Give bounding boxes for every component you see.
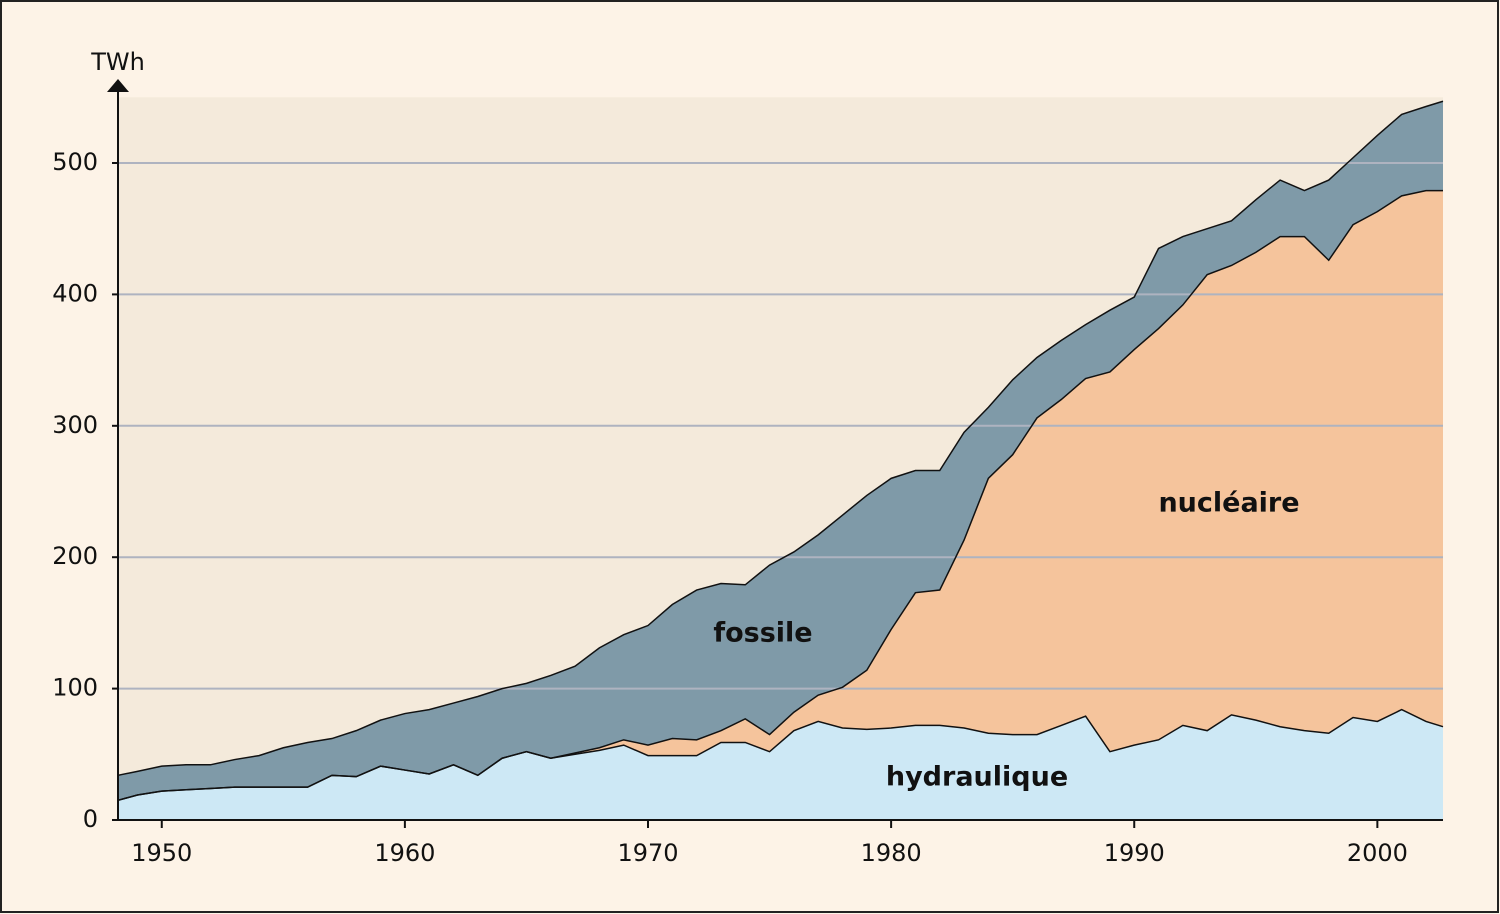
y-tick-label: 0 (83, 805, 98, 833)
y-tick-label: 100 (52, 674, 98, 702)
series-label: hydraulique (886, 762, 1068, 793)
area (118, 190, 1443, 801)
x-tick-label: 1980 (861, 839, 922, 867)
y-tick-label: 300 (52, 411, 98, 439)
y-axis-arrow (107, 79, 129, 92)
x-tick-label: 1990 (1104, 839, 1165, 867)
x-tick-label: 2000 (1347, 839, 1408, 867)
y-tick-label: 400 (52, 279, 98, 307)
x-tick-label: 1970 (617, 839, 678, 867)
area-edge (117, 189, 1443, 802)
x-tick-label: 1960 (374, 839, 435, 867)
area-edge (117, 100, 1444, 777)
x-tick-label: 1950 (131, 839, 192, 867)
y-axis-label: TWh (90, 48, 145, 76)
series-label: fossile (713, 618, 812, 649)
area (118, 709, 1443, 820)
y-tick-label: 200 (52, 542, 98, 570)
area (118, 101, 1443, 801)
series-label: nucléaire (1158, 488, 1299, 519)
y-tick-label: 500 (52, 148, 98, 176)
